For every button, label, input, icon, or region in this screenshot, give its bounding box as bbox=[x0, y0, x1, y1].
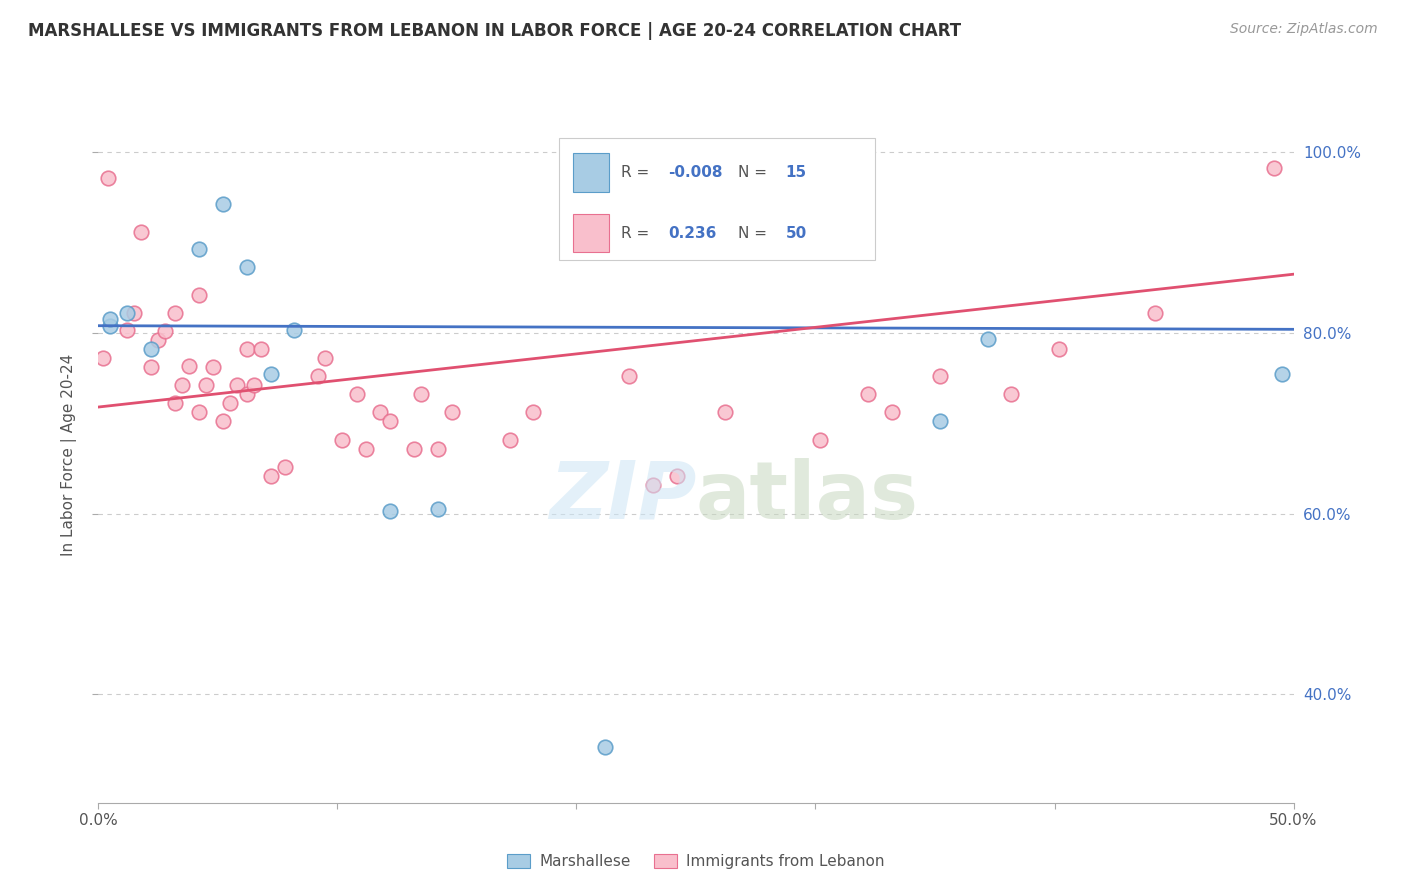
Point bbox=[274, 459, 297, 474]
Point bbox=[235, 342, 257, 356]
Point bbox=[131, 225, 153, 239]
Text: MARSHALLESE VS IMMIGRANTS FROM LEBANON IN LABOR FORCE | AGE 20-24 CORRELATION CH: MARSHALLESE VS IMMIGRANTS FROM LEBANON I… bbox=[28, 22, 962, 40]
Point bbox=[283, 323, 305, 337]
Point bbox=[928, 414, 950, 428]
Point bbox=[243, 378, 266, 392]
Point bbox=[378, 504, 401, 518]
Point bbox=[522, 405, 544, 419]
Text: N =: N = bbox=[738, 226, 772, 241]
Point bbox=[641, 477, 664, 491]
Text: -0.008: -0.008 bbox=[668, 165, 723, 180]
Text: atlas: atlas bbox=[696, 458, 920, 536]
Point bbox=[617, 369, 640, 384]
Text: R =: R = bbox=[620, 165, 654, 180]
Point bbox=[1047, 342, 1070, 356]
Point bbox=[250, 342, 273, 356]
Point bbox=[187, 288, 209, 302]
Point bbox=[97, 170, 120, 185]
Point bbox=[202, 360, 225, 375]
Point bbox=[115, 323, 138, 337]
Point bbox=[378, 415, 401, 429]
Text: ZIP: ZIP bbox=[548, 458, 696, 536]
Point bbox=[124, 306, 146, 320]
Point bbox=[163, 395, 186, 409]
Point bbox=[115, 306, 138, 320]
Point bbox=[976, 332, 998, 346]
Point bbox=[98, 318, 122, 333]
Point bbox=[713, 405, 735, 419]
Text: 15: 15 bbox=[786, 165, 807, 180]
Point bbox=[259, 468, 281, 483]
Point bbox=[194, 378, 218, 392]
Point bbox=[163, 306, 186, 320]
Bar bbox=[572, 153, 609, 192]
Point bbox=[808, 433, 831, 447]
Point bbox=[402, 442, 425, 456]
Point bbox=[307, 369, 329, 384]
Point bbox=[1143, 306, 1166, 320]
Point bbox=[1263, 161, 1285, 176]
Point bbox=[211, 414, 233, 428]
Point bbox=[139, 342, 162, 356]
Point bbox=[259, 367, 281, 381]
Point bbox=[187, 405, 209, 419]
Point bbox=[91, 351, 114, 366]
Point bbox=[426, 502, 449, 516]
Point bbox=[187, 242, 209, 256]
Point bbox=[172, 378, 194, 392]
FancyBboxPatch shape bbox=[558, 138, 875, 260]
Text: N =: N = bbox=[738, 165, 772, 180]
Point bbox=[1271, 367, 1294, 381]
Y-axis label: In Labor Force | Age 20-24: In Labor Force | Age 20-24 bbox=[60, 354, 77, 556]
Point bbox=[235, 260, 257, 274]
Text: 0.236: 0.236 bbox=[668, 226, 717, 241]
Text: Source: ZipAtlas.com: Source: ZipAtlas.com bbox=[1230, 22, 1378, 37]
Point bbox=[928, 369, 950, 384]
Point bbox=[665, 468, 688, 483]
Point bbox=[441, 405, 464, 419]
Point bbox=[498, 433, 520, 447]
Point bbox=[1000, 387, 1022, 401]
Point bbox=[411, 387, 433, 401]
Point bbox=[179, 359, 201, 374]
Point bbox=[219, 396, 242, 410]
Point bbox=[139, 360, 162, 375]
Point bbox=[880, 405, 903, 419]
Text: 50: 50 bbox=[786, 226, 807, 241]
Point bbox=[211, 196, 233, 211]
Point bbox=[155, 324, 177, 338]
Legend: Marshallese, Immigrants from Lebanon: Marshallese, Immigrants from Lebanon bbox=[502, 848, 890, 875]
Text: R =: R = bbox=[620, 226, 654, 241]
Point bbox=[426, 442, 449, 456]
Point bbox=[330, 433, 353, 447]
Point bbox=[346, 387, 368, 401]
Point bbox=[315, 351, 337, 366]
Point bbox=[370, 405, 392, 419]
Point bbox=[226, 378, 249, 392]
Point bbox=[235, 387, 257, 401]
Point bbox=[593, 739, 616, 754]
Bar bbox=[572, 214, 609, 252]
Point bbox=[856, 387, 879, 401]
Point bbox=[354, 442, 377, 456]
Point bbox=[98, 312, 122, 326]
Point bbox=[148, 333, 170, 347]
